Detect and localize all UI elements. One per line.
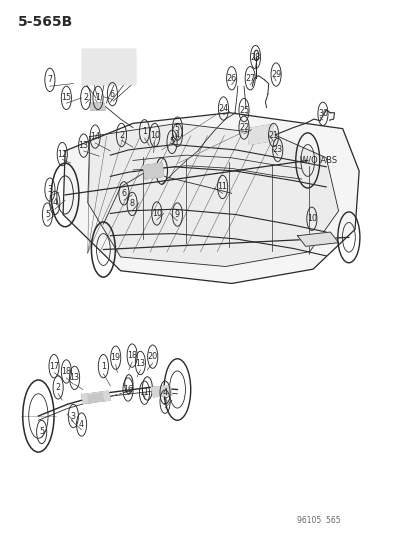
Text: 5-565B: 5-565B [18, 14, 73, 29]
Text: 17: 17 [49, 362, 59, 370]
Text: 11: 11 [139, 388, 149, 397]
Polygon shape [247, 124, 274, 144]
Polygon shape [143, 163, 164, 179]
Text: 1: 1 [95, 93, 100, 102]
Text: 1: 1 [101, 362, 106, 370]
Text: 19: 19 [110, 353, 121, 362]
Text: 6: 6 [110, 90, 115, 99]
Text: 29: 29 [270, 70, 280, 79]
Text: 13: 13 [69, 373, 79, 382]
Text: 2: 2 [83, 93, 88, 102]
Polygon shape [88, 393, 103, 403]
Text: 4: 4 [52, 198, 57, 207]
Text: 23: 23 [272, 146, 282, 155]
Polygon shape [81, 49, 135, 84]
Text: 13: 13 [78, 141, 88, 150]
Text: 22: 22 [238, 123, 249, 132]
Text: 5: 5 [169, 138, 174, 147]
Text: 14: 14 [90, 132, 100, 141]
Text: 6: 6 [121, 189, 126, 198]
Text: W/O ABS: W/O ABS [299, 156, 336, 165]
Text: 5: 5 [45, 210, 50, 219]
Text: 7: 7 [47, 75, 52, 84]
Text: 20: 20 [147, 352, 157, 361]
Polygon shape [90, 103, 105, 110]
Text: 10: 10 [152, 209, 161, 218]
Text: 10: 10 [306, 214, 316, 223]
Text: 18: 18 [61, 367, 71, 376]
Text: 4: 4 [162, 388, 167, 397]
Text: 30: 30 [317, 109, 327, 118]
Text: 11: 11 [217, 182, 227, 191]
Text: 10: 10 [150, 131, 159, 140]
Polygon shape [81, 391, 110, 403]
Text: 9: 9 [174, 210, 180, 219]
Text: 2: 2 [119, 131, 124, 140]
Text: 18: 18 [127, 351, 137, 360]
Text: 5: 5 [39, 427, 44, 437]
Text: 3: 3 [47, 185, 52, 194]
Polygon shape [88, 123, 338, 266]
Text: 12: 12 [57, 150, 67, 159]
Text: 24: 24 [218, 104, 228, 113]
Text: 2: 2 [55, 383, 61, 392]
Text: 21: 21 [268, 131, 278, 140]
Polygon shape [151, 385, 172, 397]
Text: 96105  565: 96105 565 [297, 516, 340, 525]
Text: 27: 27 [244, 74, 255, 83]
Text: 25: 25 [238, 106, 249, 115]
Text: 5: 5 [162, 397, 167, 406]
Text: 15: 15 [61, 93, 71, 102]
Text: 16: 16 [123, 385, 133, 394]
Text: 26: 26 [226, 74, 236, 83]
Text: 13: 13 [135, 359, 145, 367]
Text: 4: 4 [79, 420, 84, 429]
Text: 4: 4 [174, 131, 180, 140]
Text: 5: 5 [174, 124, 180, 133]
Text: 1: 1 [142, 127, 147, 136]
Text: 3: 3 [71, 411, 76, 421]
Text: 8: 8 [129, 199, 134, 208]
Polygon shape [297, 232, 338, 246]
Polygon shape [63, 113, 358, 284]
Text: 28: 28 [250, 53, 260, 62]
